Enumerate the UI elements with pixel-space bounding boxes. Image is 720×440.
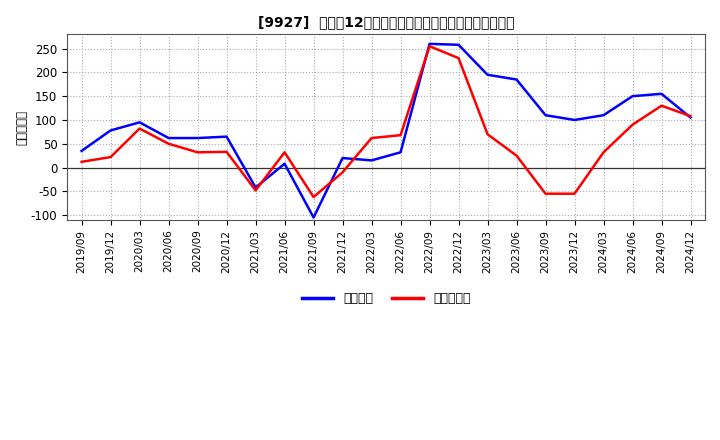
Y-axis label: （百万円）: （百万円） bbox=[15, 110, 28, 145]
Legend: 経常利益, 当期純利益: 経常利益, 当期純利益 bbox=[297, 287, 475, 310]
Title: [9927]  利益の12か月移動合計の対前年同期増減額の推移: [9927] 利益の12か月移動合計の対前年同期増減額の推移 bbox=[258, 15, 514, 29]
